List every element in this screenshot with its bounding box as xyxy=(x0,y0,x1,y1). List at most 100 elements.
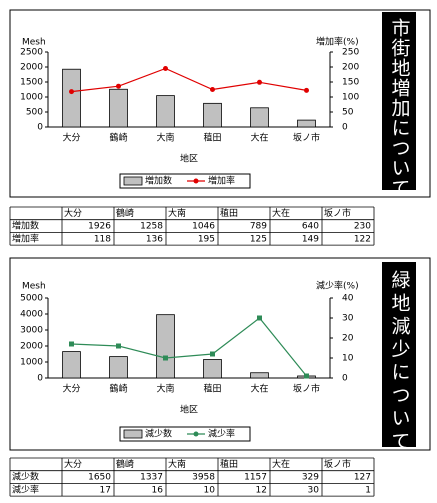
table-cell: 1157 xyxy=(244,473,267,483)
y2-axis-label: 減少率(%) xyxy=(316,280,359,292)
y2-tick-label: 50 xyxy=(342,108,354,118)
x-tick-label: 稙田 xyxy=(203,383,221,395)
table-cell: 1337 xyxy=(140,473,163,483)
marker xyxy=(257,315,262,321)
table-cell: 230 xyxy=(354,222,371,232)
y2-tick-label: 10 xyxy=(342,354,354,364)
x-tick-label: 大分 xyxy=(62,383,80,395)
y2-tick-label: 20 xyxy=(342,334,354,344)
table-cell: 640 xyxy=(302,222,319,232)
y2-tick-label: 30 xyxy=(342,314,354,324)
table-cell: 16 xyxy=(152,485,164,495)
x-tick-label: 大在 xyxy=(250,383,268,395)
marker xyxy=(116,83,121,89)
y-tick-label: 2500 xyxy=(20,48,43,58)
y-tick-label: 500 xyxy=(26,108,43,118)
y-tick-label: 3000 xyxy=(20,326,43,336)
bar xyxy=(203,359,222,379)
marker xyxy=(163,355,168,361)
marker xyxy=(257,79,262,85)
table-row-label: 減少率 xyxy=(12,483,39,495)
x-tick-label: 鶴崎 xyxy=(109,383,127,395)
legend-frame xyxy=(119,426,251,442)
table-row-label: 減少数 xyxy=(12,471,39,483)
table-header: 大在 xyxy=(272,458,290,470)
bar xyxy=(62,68,81,128)
y-axis-label: Mesh xyxy=(22,282,46,292)
x-axis-label: 地区 xyxy=(180,404,198,416)
table-cell: 118 xyxy=(94,234,111,244)
title-box xyxy=(382,12,416,190)
marker xyxy=(163,66,168,71)
line xyxy=(71,67,307,93)
x-tick-label: 大南 xyxy=(156,132,174,144)
table-cell: 136 xyxy=(146,234,163,244)
y2-tick-label: 250 xyxy=(342,48,359,58)
x-tick-label: 大分 xyxy=(62,132,80,144)
table-row-label: 増加率 xyxy=(12,232,39,244)
marker xyxy=(210,87,215,92)
y-tick-label: 5000 xyxy=(20,294,43,304)
panel-frame xyxy=(9,9,431,198)
table-header: 大分 xyxy=(64,458,82,470)
table-header: 坂ノ市 xyxy=(324,207,351,219)
table-cell: 127 xyxy=(354,473,371,483)
y-tick-label: 1000 xyxy=(20,93,43,103)
legend-marker xyxy=(193,178,199,184)
table-cell: 10 xyxy=(204,485,216,495)
x-tick-label: 稙田 xyxy=(203,132,221,144)
y2-tick-label: 40 xyxy=(342,294,354,304)
marker xyxy=(304,87,309,93)
marker xyxy=(69,89,74,95)
y-tick-label: 2000 xyxy=(20,342,43,352)
x-tick-label: 鶴崎 xyxy=(109,132,127,144)
y2-axis-label: 増加率(%) xyxy=(316,36,359,48)
table-header: 大南 xyxy=(168,207,186,219)
bar xyxy=(109,88,128,128)
legend-marker xyxy=(193,431,199,437)
bar xyxy=(250,372,269,379)
y2-tick-label: 200 xyxy=(342,63,359,73)
table-header: 稙田 xyxy=(220,207,238,219)
table-header: 大分 xyxy=(64,207,82,219)
x-tick-label: 大在 xyxy=(250,132,268,144)
y2-tick-label: 100 xyxy=(342,93,359,103)
table-header: 稙田 xyxy=(220,458,238,470)
table-cell: 1046 xyxy=(192,222,215,232)
legend-frame xyxy=(119,173,251,189)
legend-label: 増加率 xyxy=(208,175,235,187)
table-header: 大南 xyxy=(168,458,186,470)
table-cell: 789 xyxy=(250,222,267,232)
y2-tick-label: 0 xyxy=(342,374,348,384)
legend-swatch xyxy=(123,176,143,186)
table-cell: 3958 xyxy=(192,473,215,483)
table-cell: 12 xyxy=(256,485,267,495)
bar xyxy=(297,119,316,128)
table-cell: 17 xyxy=(100,485,111,495)
panel-frame xyxy=(9,257,431,451)
line xyxy=(71,317,307,377)
table-cell: 329 xyxy=(302,473,319,483)
y-tick-label: 1500 xyxy=(20,78,43,88)
bar xyxy=(109,356,128,379)
table-cell: 30 xyxy=(308,485,320,495)
table-header: 鶴崎 xyxy=(116,207,134,219)
y-tick-label: 4000 xyxy=(20,310,43,320)
table-header: 大在 xyxy=(272,207,290,219)
table-header: 鶴崎 xyxy=(116,458,134,470)
table-cell: 125 xyxy=(250,234,267,244)
x-tick-label: 大南 xyxy=(156,383,174,395)
table-cell: 1258 xyxy=(140,222,163,232)
x-tick-label: 坂ノ市 xyxy=(293,132,320,144)
marker xyxy=(304,373,309,379)
bar xyxy=(156,314,175,379)
table-cell: 149 xyxy=(302,234,319,244)
marker xyxy=(69,341,74,347)
bar xyxy=(250,107,269,128)
y2-tick-label: 150 xyxy=(342,78,359,88)
y2-tick-label: 0 xyxy=(342,123,348,133)
table-cell: 122 xyxy=(354,234,371,244)
table-cell: 1 xyxy=(365,485,371,495)
marker xyxy=(210,351,215,357)
